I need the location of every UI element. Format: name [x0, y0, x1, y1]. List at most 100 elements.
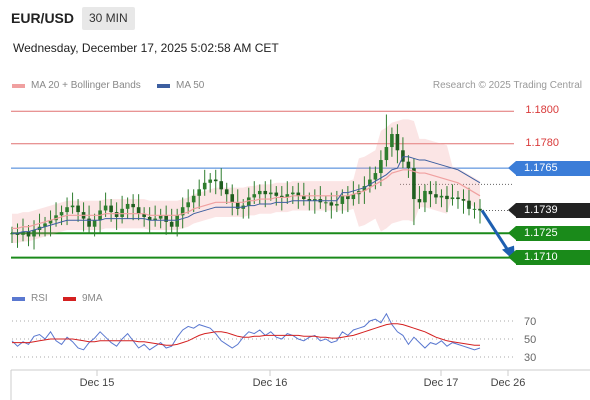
candle-body: [472, 208, 477, 210]
candle-body: [235, 202, 240, 209]
candle-body: [32, 229, 36, 237]
candle-body: [467, 200, 471, 209]
candle-body: [478, 208, 482, 211]
candle-body: [318, 199, 323, 203]
level-label-1-1765: 1.1765: [508, 160, 590, 176]
candle-body: [153, 218, 157, 221]
x-tick-label: Dec 15: [80, 377, 115, 389]
candle-body: [98, 210, 102, 221]
candle-body: [213, 179, 218, 182]
candle-body: [412, 168, 416, 200]
legend-ma20: MA 20 + Bollinger Bands: [12, 80, 141, 91]
candle-body: [384, 147, 389, 161]
rsi-tick-70: 70: [524, 316, 536, 328]
ma50-line: [12, 156, 481, 234]
candle-body: [313, 199, 317, 201]
candle-body: [164, 215, 168, 222]
candle-body: [351, 194, 356, 200]
legend-ma50-label: MA 50: [176, 80, 205, 91]
candle-body: [208, 179, 213, 183]
candle-body: [357, 190, 361, 195]
candle-body: [302, 195, 306, 200]
candle-body: [136, 207, 141, 214]
candle-body: [274, 192, 279, 196]
candle-body: [15, 233, 20, 235]
candle-body: [147, 216, 152, 221]
candle-body: [37, 226, 42, 230]
candle-body: [390, 134, 394, 148]
candle-body: [257, 190, 262, 195]
candle-body: [186, 202, 190, 208]
candle-body: [279, 195, 284, 198]
candle-body: [125, 203, 130, 209]
candle-body: [252, 194, 257, 198]
level-label-1-1725: 1.1725: [508, 225, 590, 241]
legend-9ma-label: 9MA: [82, 293, 103, 304]
candle-body: [346, 195, 350, 200]
candle-body: [10, 233, 14, 235]
level-label-1-1800: 1.1800: [525, 104, 559, 117]
ma20-swatch: [12, 83, 25, 88]
chart-datetime: Wednesday, December 17, 2025 5:02:58 AM …: [13, 41, 279, 55]
candle-body: [335, 203, 339, 206]
candle-body: [54, 215, 58, 221]
candle-body: [180, 207, 185, 216]
research-credit: Research © 2025 Trading Central: [432, 80, 582, 91]
ma9-swatch: [63, 296, 76, 301]
candle-body: [428, 190, 433, 195]
candle-body: [114, 212, 119, 217]
candle-body: [230, 194, 235, 203]
candle-body: [109, 205, 113, 213]
candle-body: [120, 208, 124, 217]
candle-body: [76, 205, 80, 213]
candle-body: [296, 192, 301, 196]
legend-ma50: MA 50: [157, 80, 204, 91]
candle-body: [285, 194, 290, 198]
candle-body: [450, 197, 455, 200]
candle-body: [169, 221, 174, 227]
legend-ma20-label: MA 20 + Bollinger Bands: [31, 80, 141, 91]
timeframe-button[interactable]: 30 MIN: [82, 7, 135, 30]
level-label-1-1780: 1.1780: [525, 136, 559, 149]
candle-body: [197, 189, 201, 196]
candle-body: [417, 199, 422, 203]
candle-body: [395, 134, 400, 151]
x-tick-label: Dec 16: [253, 377, 288, 389]
rsi-series-9ma: [12, 323, 480, 346]
legend-rsi: RSI: [12, 293, 48, 304]
rsi-series-rsi: [11, 312, 481, 351]
level-label-1-1710: 1.1710: [508, 250, 590, 266]
rsi-tick-50: 50: [524, 334, 536, 346]
x-tick-label: Dec 17: [424, 377, 459, 389]
candle-body: [191, 195, 196, 203]
candle-body: [324, 202, 328, 204]
candle-body: [445, 195, 449, 200]
candle-body: [87, 218, 91, 227]
candle-body: [340, 195, 345, 204]
rsi-tick-30: 30: [524, 352, 536, 364]
candle-body: [406, 161, 411, 169]
ma20-line: [12, 169, 481, 229]
bollinger-band: [12, 119, 480, 243]
candle-body: [131, 203, 135, 208]
candle-body: [423, 190, 427, 203]
candle-body: [439, 195, 444, 198]
symbol-title: EUR/USD: [11, 10, 75, 26]
candle-body: [92, 220, 97, 227]
candle-body: [202, 182, 207, 190]
candle-body: [81, 212, 86, 219]
candle-body: [103, 205, 108, 211]
candle-body: [70, 205, 75, 208]
candle-body: [362, 186, 367, 191]
candle-body: [263, 190, 268, 195]
candle-body: [21, 231, 25, 235]
projection-arrow: [480, 209, 512, 255]
candle-body: [401, 150, 405, 162]
candle-body: [241, 205, 246, 209]
candle-body: [434, 194, 438, 198]
candle-body: [224, 189, 229, 195]
candle-body: [379, 160, 383, 174]
candle-body: [246, 197, 251, 206]
candle-body: [26, 231, 31, 237]
